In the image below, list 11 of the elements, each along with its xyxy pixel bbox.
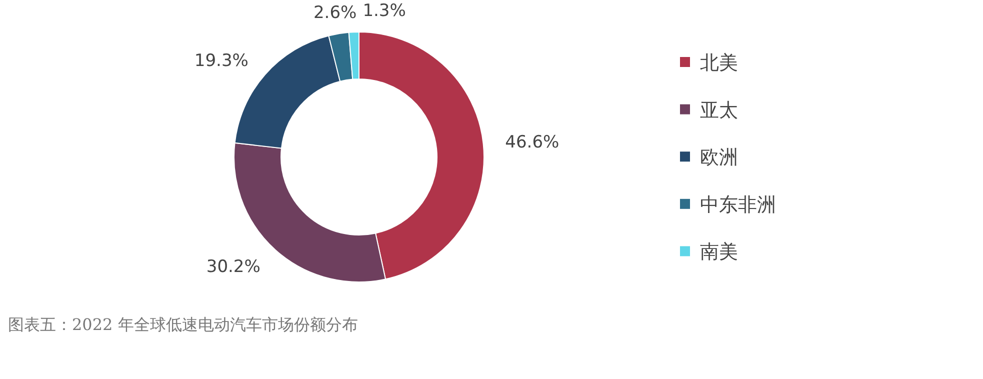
data-label: 30.2% — [206, 257, 260, 278]
data-label: 1.3% — [362, 1, 406, 22]
text: 图表五：2022 年全球低速电动汽车市场份额分布 — [8, 315, 358, 334]
legend-label: 北美 — [700, 52, 738, 74]
data-label: 19.3% — [194, 51, 248, 72]
legend-label: 亚太 — [700, 99, 738, 122]
legend-label: 欧洲 — [700, 146, 738, 169]
legend-label: 南美 — [700, 241, 738, 264]
legend-label: 中东非洲 — [700, 194, 776, 216]
data-label: 46.6% — [505, 132, 560, 152]
data-label: 2.6% — [313, 2, 357, 23]
